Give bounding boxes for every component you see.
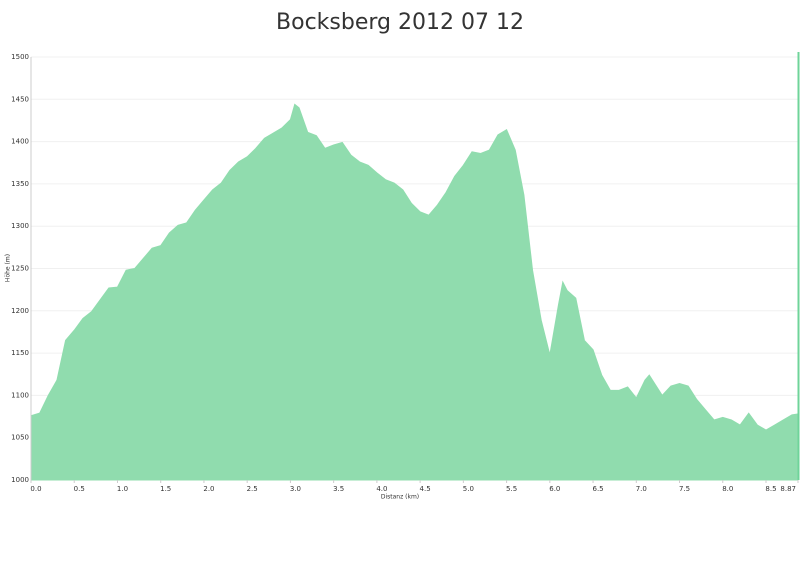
y-tick-label: 1150 <box>11 349 29 357</box>
x-tick-label: 2.5 <box>247 485 258 493</box>
y-tick-label: 1000 <box>11 476 29 484</box>
y-tick-label: 1500 <box>11 53 29 61</box>
x-tick-label: 3.0 <box>290 485 301 493</box>
x-tick-label: 3.5 <box>333 485 344 493</box>
elevation-area <box>30 103 799 481</box>
x-tick-label: 6.5 <box>592 485 603 493</box>
x-tick-label: 4.5 <box>420 485 431 493</box>
x-tick-label: 8.5 <box>765 485 776 493</box>
y-axis-label: Höhe (m) <box>5 254 12 282</box>
x-tick-label: 4.0 <box>376 485 387 493</box>
x-tick-label: 8.0 <box>722 485 733 493</box>
x-tick-label: 7.0 <box>636 485 647 493</box>
y-tick-label: 1350 <box>11 180 29 188</box>
x-tick-label: 6.0 <box>549 485 560 493</box>
x-tick-label: 2.0 <box>203 485 214 493</box>
x-tick-label: 7.5 <box>679 485 690 493</box>
y-tick-label: 1050 <box>11 434 29 442</box>
y-tick-label: 1450 <box>11 95 29 103</box>
chart-title: Bocksberg 2012 07 12 <box>276 10 524 35</box>
y-tick-label: 1400 <box>11 138 29 146</box>
y-tick-label: 1200 <box>11 307 29 315</box>
y-tick-label: 1300 <box>11 222 29 230</box>
x-tick-label: 5.5 <box>506 485 517 493</box>
x-axis-label: Distanz (km) <box>381 494 419 501</box>
x-tick-label: 8.87 <box>780 485 796 493</box>
x-tick-label: 0.0 <box>30 485 41 493</box>
y-tick-label: 1100 <box>11 391 29 399</box>
x-tick-label: 1.5 <box>160 485 171 493</box>
x-tick-label: 0.5 <box>74 485 85 493</box>
y-tick-label: 1250 <box>11 265 29 273</box>
x-tick-label: 1.0 <box>117 485 128 493</box>
x-tick-label: 5.0 <box>463 485 474 493</box>
